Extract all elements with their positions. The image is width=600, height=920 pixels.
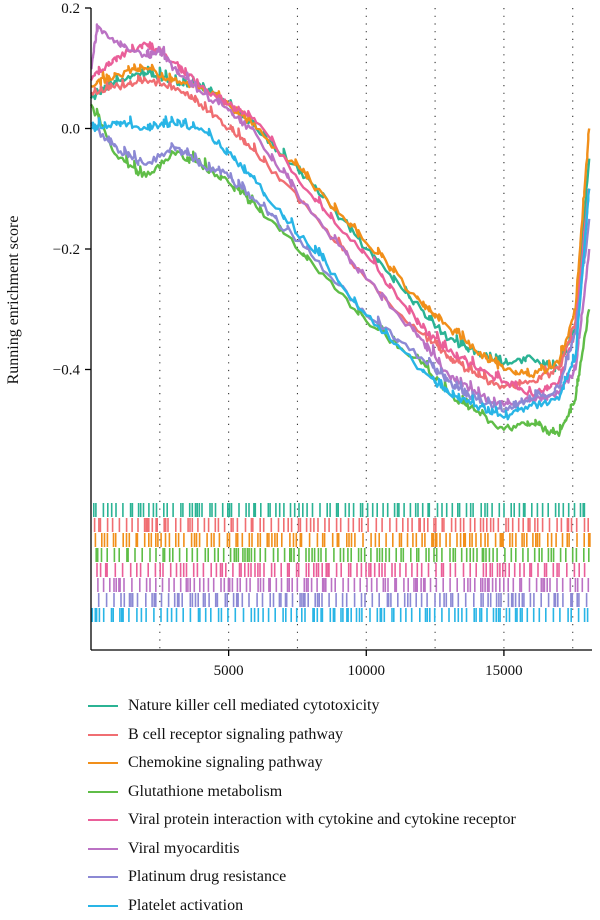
legend-swatch <box>88 876 118 878</box>
legend-item-2: Chemokine signaling pathway <box>88 749 516 778</box>
y-axis-ticks: 0.2 0.0 −0.2 −0.4 <box>53 1 91 379</box>
legend-swatch <box>88 905 118 907</box>
legend-label: Viral protein interaction with cytokine … <box>128 811 516 829</box>
hit-row-2 <box>95 533 590 547</box>
series-lines <box>91 25 589 436</box>
legend-swatch <box>88 848 118 850</box>
hit-row-6 <box>99 593 587 607</box>
x-tick-label-0: 5000 <box>214 663 244 679</box>
x-tick-label-1: 10000 <box>348 663 386 679</box>
hit-row-4 <box>97 563 585 577</box>
legend-item-4: Viral protein interaction with cytokine … <box>88 806 516 835</box>
legend-label: B cell receptor signaling pathway <box>128 726 343 744</box>
legend-label: Viral myocarditis <box>128 840 239 858</box>
legend-item-3: Glutathione metabolism <box>88 778 516 807</box>
hit-row-7 <box>92 608 587 622</box>
legend-item-6: Platinum drug resistance <box>88 863 516 892</box>
legend-label: Platelet activation <box>128 897 243 915</box>
legend-swatch <box>88 705 118 707</box>
legend-label: Chemokine signaling pathway <box>128 754 323 772</box>
legend-item-1: B cell receptor signaling pathway <box>88 721 516 750</box>
hit-row-0 <box>94 503 585 517</box>
legend-item-5: Viral myocarditis <box>88 835 516 864</box>
hit-row-1 <box>95 518 589 532</box>
hit-row-5 <box>98 578 588 592</box>
y-tick-label-3: −0.4 <box>53 363 81 379</box>
hit-row-3 <box>96 548 589 562</box>
y-tick-label-1: 0.0 <box>61 122 80 138</box>
legend-swatch <box>88 734 118 736</box>
x-axis-ticks: 5000 10000 15000 <box>214 650 523 679</box>
legend-swatch <box>88 819 118 821</box>
y-tick-label-0: 0.2 <box>61 1 80 17</box>
legend-item-7: Platelet activation <box>88 892 516 920</box>
x-tick-label-2: 15000 <box>485 663 523 679</box>
legend-label: Nature killer cell mediated cytotoxicity <box>128 697 379 715</box>
y-axis-title: Running enrichment score <box>5 216 22 385</box>
gene-hit-barcode <box>92 503 590 622</box>
axes <box>91 8 592 650</box>
legend-item-0: Nature killer cell mediated cytotoxicity <box>88 692 516 721</box>
legend: Nature killer cell mediated cytotoxicity… <box>88 692 516 920</box>
legend-label: Glutathione metabolism <box>128 783 282 801</box>
series-line-6 <box>91 123 589 412</box>
legend-label: Platinum drug resistance <box>128 868 286 886</box>
y-tick-label-2: −0.2 <box>53 242 80 258</box>
series-line-2 <box>91 65 589 378</box>
series-line-0 <box>91 67 589 371</box>
legend-swatch <box>88 762 118 764</box>
legend-swatch <box>88 791 118 793</box>
